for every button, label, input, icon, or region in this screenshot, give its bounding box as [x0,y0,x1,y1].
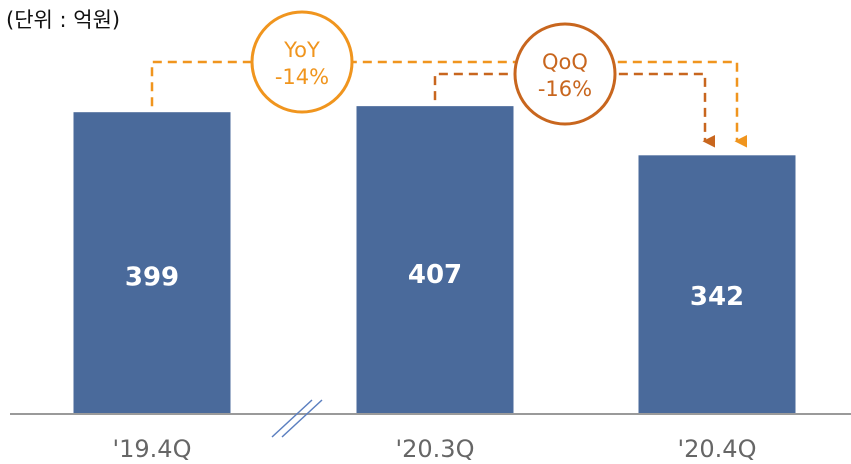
yoy-connector-line [150,60,747,148]
category-label: '20.4Q [678,435,757,463]
unit-label: (단위 : 억원) [6,8,121,32]
category-label: '19.4Q [113,435,192,463]
bar-value-label: 399 [125,263,179,293]
axis-break-icon [271,399,323,438]
bar-1 [73,112,231,414]
category-label: '20.3Q [396,435,475,463]
yoy-label: YoY [283,38,320,62]
bar-value-label: 342 [690,282,744,312]
qoq-label: QoQ [542,50,588,74]
bar-3 [638,155,796,414]
qoq-bubble [513,22,617,126]
bar-2 [356,106,514,414]
bar-value-label: 407 [408,260,462,290]
yoy-value: -14% [275,65,329,89]
qoq-value: -16% [538,77,592,101]
yoy-bubble [250,10,354,114]
